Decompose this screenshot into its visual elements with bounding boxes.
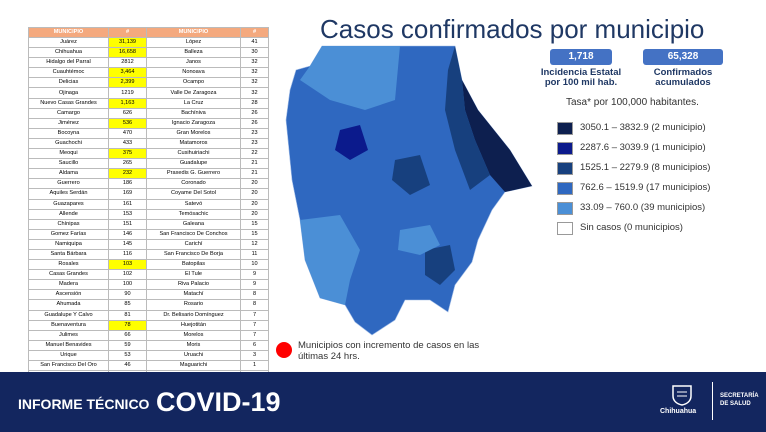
stat-value: 65,328 — [643, 49, 723, 65]
legend-label: 1525.1 – 2279.9 (8 municipios) — [580, 162, 711, 173]
legend-label: 3050.1 – 3832.9 (2 municipio) — [580, 122, 706, 133]
legend-label: 33.09 – 760.0 (39 municipios) — [580, 202, 706, 213]
footer: INFORME TÉCNICO COVID-19 Chihuahua SECRE… — [0, 372, 766, 432]
map — [276, 45, 533, 358]
legend-swatch — [557, 202, 573, 215]
table-row: Jiménez 536 Ignacio Zaragoza 26 — [28, 117, 269, 129]
region — [335, 125, 368, 160]
footer-title: COVID-19 — [156, 387, 281, 417]
logo-text: Chihuahua — [660, 408, 697, 415]
legend-title: Tasa* por 100,000 habitantes. — [566, 97, 699, 108]
legend-swatch — [557, 142, 573, 155]
table-row: Aldama 232 Praxedis G. Guerrero 21 — [28, 168, 269, 180]
legend-swatch — [557, 182, 573, 195]
legend-swatch — [557, 222, 573, 235]
header-row: MUNICIPIO # MUNICIPIO # — [28, 27, 269, 38]
region — [445, 46, 490, 190]
region — [425, 245, 455, 285]
divider — [712, 382, 713, 420]
region — [398, 225, 440, 255]
table-row: Santa Bárbara 116 San Francisco De Borja 11 — [28, 248, 269, 261]
region — [300, 46, 400, 110]
logo-icon — [672, 385, 692, 406]
legend-label: 2287.6 – 3039.9 (1 municipio) — [580, 142, 706, 153]
region — [392, 155, 430, 195]
table-row: Manuel Benavides 59 Moris 6 — [28, 339, 269, 351]
legend-swatch — [557, 122, 573, 135]
dept: SECRETARÍA DE SALUD — [720, 393, 759, 407]
title: Casos confirmados por municipio — [320, 14, 705, 44]
legend-label: 762.6 – 1519.9 (17 municipios) — [580, 182, 711, 193]
note: Municipios con incremento de casos en la… — [298, 340, 480, 362]
legend-label: Sin casos (0 municipios) — [580, 222, 683, 233]
stat-label: Incidencia Estatal por 100 mil hab. — [540, 67, 622, 88]
region — [300, 215, 360, 305]
legend-swatch — [557, 162, 573, 175]
red-dot — [276, 342, 292, 358]
footer-label: INFORME TÉCNICO — [18, 396, 150, 412]
table-row: Urique 53 Uruachi 3 — [28, 349, 269, 362]
region — [462, 80, 532, 192]
stat-label: Confirmados acumulados — [653, 67, 713, 88]
stat-value: 1,718 — [550, 49, 612, 65]
table-row: Julimes 66 Morelos 7 — [28, 329, 269, 341]
